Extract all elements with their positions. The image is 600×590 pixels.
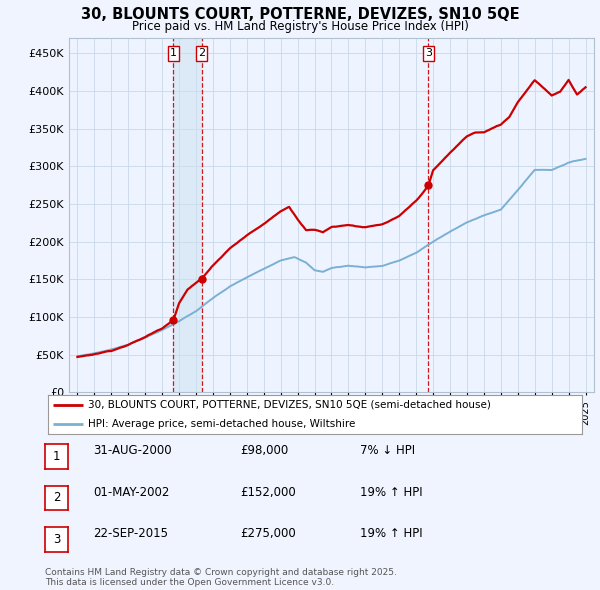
Text: 30, BLOUNTS COURT, POTTERNE, DEVIZES, SN10 5QE: 30, BLOUNTS COURT, POTTERNE, DEVIZES, SN… [80,7,520,22]
Text: 2: 2 [198,48,205,58]
Text: HPI: Average price, semi-detached house, Wiltshire: HPI: Average price, semi-detached house,… [88,419,355,429]
Text: 19% ↑ HPI: 19% ↑ HPI [360,527,422,540]
Text: 7% ↓ HPI: 7% ↓ HPI [360,444,415,457]
Text: 3: 3 [53,533,60,546]
Text: 3: 3 [425,48,432,58]
Text: £98,000: £98,000 [240,444,288,457]
Text: 19% ↑ HPI: 19% ↑ HPI [360,486,422,499]
Text: Contains HM Land Registry data © Crown copyright and database right 2025.
This d: Contains HM Land Registry data © Crown c… [45,568,397,587]
Text: £275,000: £275,000 [240,527,296,540]
Text: £152,000: £152,000 [240,486,296,499]
Text: 1: 1 [53,450,60,463]
Text: Price paid vs. HM Land Registry's House Price Index (HPI): Price paid vs. HM Land Registry's House … [131,20,469,33]
Bar [173,38,202,392]
Text: 22-SEP-2015: 22-SEP-2015 [93,527,168,540]
Text: 30, BLOUNTS COURT, POTTERNE, DEVIZES, SN10 5QE (semi-detached house): 30, BLOUNTS COURT, POTTERNE, DEVIZES, SN… [88,400,491,410]
Text: 01-MAY-2002: 01-MAY-2002 [93,486,169,499]
Text: 1: 1 [170,48,177,58]
Text: 31-AUG-2000: 31-AUG-2000 [93,444,172,457]
Text: 2: 2 [53,491,60,504]
